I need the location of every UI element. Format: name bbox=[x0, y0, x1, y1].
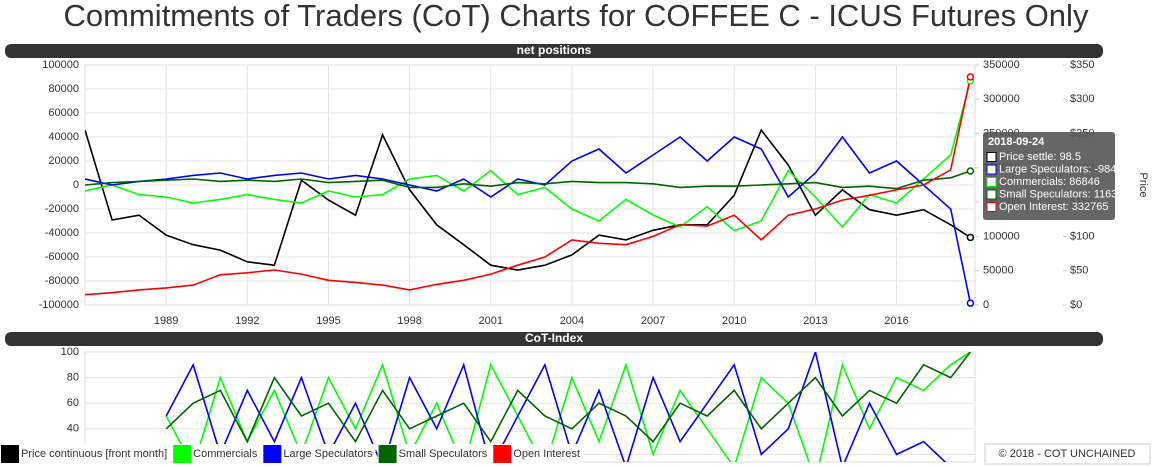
x-tick-label: 2007 bbox=[641, 315, 665, 327]
legend-item-box bbox=[262, 444, 376, 464]
x-tick-label: 2010 bbox=[722, 315, 746, 327]
x-tick-label: 2001 bbox=[479, 315, 503, 327]
panel-title: net positions bbox=[517, 43, 592, 57]
y-tick-label: 100000 bbox=[42, 59, 79, 71]
y2-tick-label: 300000 bbox=[983, 93, 1020, 105]
tooltip-swatch bbox=[986, 177, 997, 187]
x-tick-label: 2004 bbox=[560, 315, 584, 327]
y-tick-label: -60000 bbox=[45, 251, 79, 263]
panel-title: CoT-Index bbox=[525, 331, 583, 345]
legend-label: Open Interest bbox=[513, 448, 580, 460]
legend-swatch bbox=[493, 445, 512, 463]
panel-bar bbox=[5, 44, 1103, 58]
legend-label: Large Speculators bbox=[283, 448, 373, 460]
tooltip-swatch bbox=[986, 152, 997, 162]
y-tick-label: -40000 bbox=[45, 227, 79, 239]
x-tick-label: 1989 bbox=[154, 315, 178, 327]
axes: -100000-80000-60000-40000-20000020000400… bbox=[39, 59, 1095, 460]
y-tick-label: 100 bbox=[61, 346, 79, 358]
y-tick-label: 60 bbox=[67, 397, 79, 409]
tooltip-date: 2018-09-24 bbox=[988, 136, 1045, 148]
legend-item-box bbox=[377, 444, 491, 464]
y-tick-label: 40 bbox=[67, 423, 79, 435]
legend: Price continuous [front month] Commercial… bbox=[0, 444, 583, 464]
y-tick-label: -20000 bbox=[45, 203, 79, 215]
end-marker bbox=[966, 167, 975, 175]
legend-item-box bbox=[492, 444, 583, 464]
y-tick-label: 40000 bbox=[48, 131, 79, 143]
y-tick-label: 0 bbox=[73, 179, 79, 191]
legend-item-box bbox=[0, 444, 171, 464]
y3-tick-label: $300 bbox=[1070, 93, 1094, 105]
y-tick-label: -100000 bbox=[39, 299, 79, 311]
legend-swatch bbox=[378, 445, 397, 463]
plot-lines bbox=[85, 65, 975, 305]
y-tick-label: 20000 bbox=[48, 155, 79, 167]
tooltip-item: Small Speculators: 11635 bbox=[999, 188, 1124, 200]
tooltip-item: Price settle: 98.5 bbox=[999, 151, 1081, 163]
x-tick-label: 2016 bbox=[884, 315, 908, 327]
y2-tick-label: 100000 bbox=[983, 230, 1020, 242]
legend-swatch bbox=[1, 445, 19, 463]
y3-axis-label: Price bbox=[1137, 172, 1149, 197]
tooltip-item: Commercials: 86846 bbox=[999, 176, 1100, 188]
y-tick-label: 60000 bbox=[48, 107, 79, 119]
y3-tick-label: $350 bbox=[1070, 59, 1094, 71]
series-line bbox=[85, 135, 972, 304]
y2-tick-label: 350000 bbox=[983, 59, 1020, 71]
y-tick-label: 80000 bbox=[48, 83, 79, 95]
tooltip-swatch bbox=[986, 164, 997, 175]
copyright: © 2018 - COT UNCHAINED bbox=[999, 448, 1136, 460]
tooltip-item: Large Speculators: -98481 bbox=[999, 163, 1129, 175]
legend-label: Small Speculators bbox=[399, 448, 488, 460]
y2-tick-label: 0 bbox=[983, 299, 989, 311]
page-title: Commitments of Traders (CoT) Charts for … bbox=[64, 0, 1089, 33]
x-tick-label: 2013 bbox=[803, 315, 827, 327]
end-marker bbox=[966, 73, 975, 81]
y2-tick-label: 50000 bbox=[983, 265, 1014, 277]
tooltip-swatch bbox=[986, 189, 997, 200]
series-line bbox=[85, 80, 972, 232]
legend-swatch bbox=[263, 445, 282, 463]
series-line bbox=[85, 170, 971, 190]
tooltip-item: Open Interest: 332765 bbox=[999, 201, 1108, 213]
y3-tick-label: $0 bbox=[1070, 299, 1082, 311]
plot-area bbox=[84, 351, 976, 463]
series-line bbox=[85, 128, 971, 271]
y3-tick-label: $100 bbox=[1070, 230, 1094, 242]
legend-label: Commercials bbox=[193, 448, 258, 460]
y-tick-label: 80 bbox=[67, 372, 79, 384]
series-line bbox=[165, 352, 972, 444]
tooltip-swatch bbox=[986, 202, 997, 212]
y-tick-label: -80000 bbox=[45, 275, 79, 287]
legend-label: Price continuous [front month] bbox=[21, 448, 167, 460]
x-tick-label: 1998 bbox=[397, 315, 421, 327]
y3-tick-label: $50 bbox=[1070, 265, 1088, 277]
legend-swatch bbox=[173, 445, 192, 463]
end-marker bbox=[966, 299, 975, 307]
footer-box bbox=[984, 443, 1151, 465]
end-marker bbox=[966, 233, 975, 242]
x-tick-label: 1992 bbox=[235, 315, 259, 327]
legend-item-box bbox=[172, 444, 261, 464]
series-line bbox=[85, 76, 972, 296]
tooltip-box bbox=[983, 132, 1115, 220]
x-tick-label: 1995 bbox=[316, 315, 340, 327]
panel-bar bbox=[5, 332, 1103, 346]
